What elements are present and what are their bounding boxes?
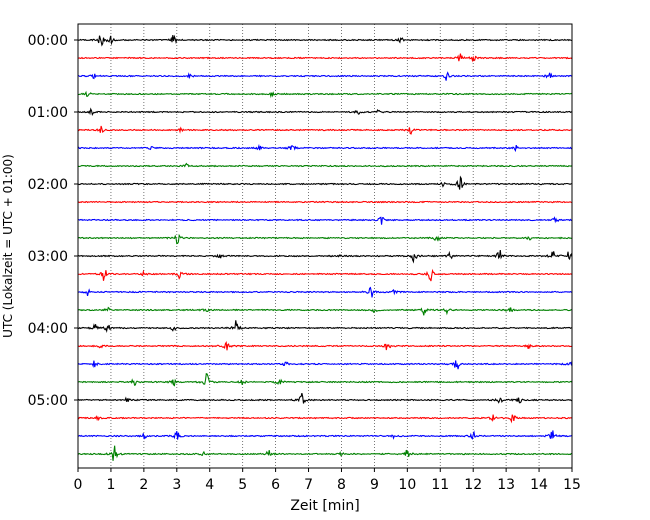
trace-line xyxy=(77,414,573,424)
trace-line xyxy=(77,320,573,334)
x-tick-label: 9 xyxy=(370,477,379,493)
x-tick-label: 13 xyxy=(497,477,515,493)
x-axis-label: Zeit [min] xyxy=(290,498,359,514)
x-tick-label: 10 xyxy=(398,477,416,493)
x-tick-label: 3 xyxy=(172,477,181,493)
x-tick-label: 15 xyxy=(563,477,581,493)
plot-frame xyxy=(77,23,573,469)
x-tick-label: 4 xyxy=(205,477,214,493)
y-tick-label: 03:00 xyxy=(28,249,68,265)
y-axis-ticks: 00:00 01:00 02:00 03:00 04:00 05:00 xyxy=(28,33,78,409)
x-tick-label: 12 xyxy=(464,477,482,493)
trace-line xyxy=(77,360,573,370)
trace-line xyxy=(77,125,573,135)
x-tick-label: 7 xyxy=(304,477,313,493)
x-tick-label: 0 xyxy=(74,477,83,493)
trace-line xyxy=(77,53,573,63)
seismic-traces xyxy=(77,34,573,461)
trace-line xyxy=(77,393,573,404)
y-tick-label: 04:00 xyxy=(28,321,68,337)
y-tick-label: 02:00 xyxy=(28,177,68,193)
y-axis-label: UTC (Lokalzeit = UTC + 01:00) xyxy=(1,154,15,338)
trace-line xyxy=(77,175,573,190)
trace-line xyxy=(77,445,573,461)
x-gridlines xyxy=(110,24,540,468)
trace-line xyxy=(77,286,573,298)
y-tick-label: 01:00 xyxy=(28,105,68,121)
x-tick-label: 5 xyxy=(238,477,247,493)
trace-line xyxy=(77,268,573,282)
y-tick-label: 05:00 xyxy=(28,393,68,409)
trace-line xyxy=(77,143,573,153)
x-tick-label: 6 xyxy=(271,477,280,493)
x-tick-label: 14 xyxy=(530,477,548,493)
x-tick-label: 2 xyxy=(139,477,148,493)
trace-line xyxy=(77,216,573,225)
trace-line xyxy=(77,200,573,204)
trace-line xyxy=(77,341,573,351)
y-tick-label: 00:00 xyxy=(28,33,68,49)
trace-line xyxy=(77,233,573,245)
x-tick-label: 1 xyxy=(106,477,115,493)
trace-line xyxy=(77,90,573,99)
trace-line xyxy=(77,107,573,116)
trace-line xyxy=(77,306,573,316)
trace-line xyxy=(77,71,573,81)
x-tick-label: 11 xyxy=(431,477,449,493)
trace-line xyxy=(77,373,573,387)
trace-line xyxy=(77,34,573,47)
trace-line xyxy=(77,250,573,264)
trace-line xyxy=(77,430,573,440)
trace-line xyxy=(77,162,573,168)
x-tick-label: 8 xyxy=(337,477,346,493)
x-axis-ticks: 0 1 2 3 4 5 6 7 8 9 10 11 12 13 14 15 xyxy=(74,468,581,493)
